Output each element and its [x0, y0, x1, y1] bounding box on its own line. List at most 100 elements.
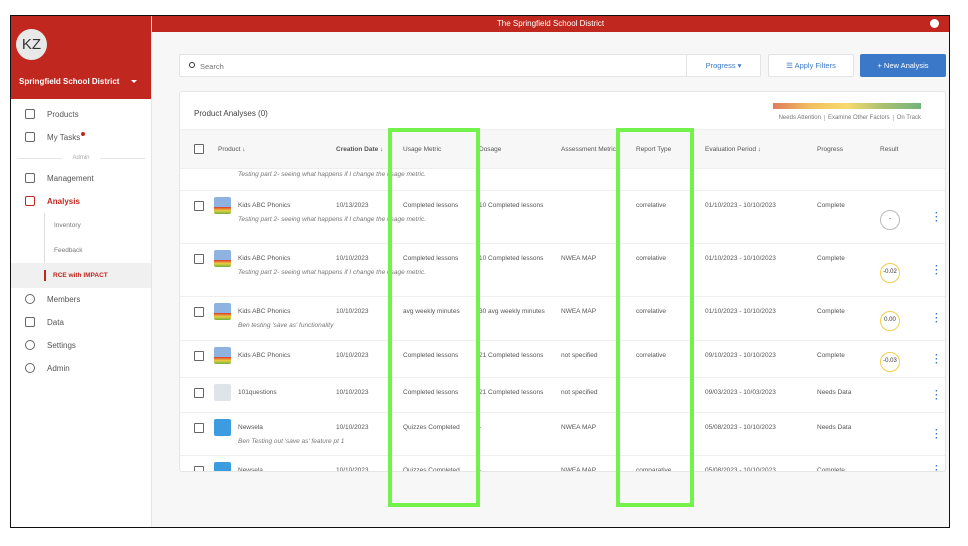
- legend-gradient: [773, 103, 921, 109]
- sidebar-subitem-rce-impact[interactable]: RCE with IMPACT: [11, 263, 151, 288]
- creation-date: 10/13/2023: [336, 202, 369, 209]
- product-thumbnail: [214, 303, 231, 320]
- apply-filters-button[interactable]: ☰ Apply Filters: [768, 54, 854, 77]
- section-divider: Admin: [11, 149, 151, 167]
- product-name[interactable]: Newsela: [238, 467, 263, 472]
- table-row[interactable]: Kids ABC Phonics 10/10/2023 Completed le…: [180, 244, 945, 297]
- button-label: Apply Filters: [794, 61, 836, 70]
- highlight-usage-metric: [388, 128, 480, 507]
- nav-label: Settings: [47, 341, 76, 350]
- more-options-icon[interactable]: ···: [935, 349, 939, 369]
- col-dosage: Dosage: [479, 146, 502, 153]
- progress-status: Complete: [817, 202, 845, 209]
- sidebar-item-settings[interactable]: Settings: [11, 334, 151, 357]
- usage-metric: Quizzes Completed: [403, 424, 460, 431]
- creation-date: 10/10/2023: [336, 352, 369, 359]
- usage-metric: Quizzes Completed: [403, 467, 460, 472]
- row-checkbox[interactable]: [194, 254, 204, 264]
- row-checkbox[interactable]: [194, 466, 204, 471]
- usage-metric: Completed lessons: [403, 352, 459, 359]
- more-options-icon[interactable]: ···: [935, 309, 939, 328]
- product-name[interactable]: 101questions: [238, 389, 277, 396]
- table-row[interactable]: Newsela 10/10/2023 Quizzes Completed - N…: [180, 413, 945, 456]
- evaluation-period: 05/08/2023 - 10/10/2023: [705, 467, 776, 472]
- more-options-icon[interactable]: ···: [935, 260, 939, 280]
- col-creation-date[interactable]: Creation Date ↓: [336, 146, 384, 153]
- sidebar-item-admin[interactable]: Admin: [11, 357, 151, 380]
- sidebar-item-products[interactable]: Products: [11, 103, 151, 126]
- district-selector[interactable]: Springfield School District: [19, 77, 120, 86]
- evaluation-period: 01/10/2023 - 10/10/2023: [705, 202, 776, 209]
- sidebar-item-members[interactable]: Members: [11, 288, 151, 311]
- col-product[interactable]: Product ↓: [218, 146, 246, 153]
- col-report-type: Report Type: [636, 146, 672, 153]
- select-all-checkbox[interactable]: [194, 144, 204, 154]
- nav-label: Members: [47, 295, 81, 304]
- assessment-metric: not specified: [561, 352, 598, 359]
- bar-chart-icon: [25, 196, 35, 206]
- nav-label: Management: [47, 174, 94, 183]
- progress-status: Complete: [817, 255, 845, 262]
- product-thumbnail: [214, 384, 231, 401]
- product-name[interactable]: Kids ABC Phonics: [238, 202, 291, 209]
- product-name[interactable]: Kids ABC Phonics: [238, 308, 291, 315]
- progress-status: Needs Data: [817, 424, 852, 431]
- result-badge: -0.03: [880, 351, 900, 372]
- evaluation-period: 09/10/2023 - 10/10/2023: [705, 352, 776, 359]
- product-name[interactable]: Newsela: [238, 424, 263, 431]
- table-row[interactable]: Kids ABC Phonics 10/10/2023 avg weekly m…: [180, 297, 945, 341]
- creation-date: 10/10/2023: [336, 308, 369, 315]
- row-checkbox[interactable]: [194, 388, 204, 398]
- row-checkbox[interactable]: [194, 201, 204, 211]
- analysis-note: Ben Testing out 'save as' feature pt 1: [238, 438, 345, 445]
- usage-metric: Completed lessons: [403, 389, 459, 396]
- creation-date: 10/10/2023: [336, 424, 369, 431]
- avatar[interactable]: KZ: [16, 29, 47, 60]
- table-row[interactable]: 101questions 10/10/2023 Completed lesson…: [180, 378, 945, 413]
- sidebar-item-my-tasks[interactable]: My Tasks: [11, 126, 151, 149]
- sidebar-item-data[interactable]: Data: [11, 311, 151, 334]
- gear-icon: [25, 363, 35, 373]
- more-options-icon[interactable]: ···: [935, 385, 939, 405]
- nav-label: Products: [47, 110, 79, 119]
- row-checkbox[interactable]: [194, 351, 204, 361]
- clipboard-icon: [25, 132, 35, 142]
- more-options-icon[interactable]: ···: [935, 461, 939, 472]
- product-thumbnail: [214, 250, 231, 267]
- user-icon[interactable]: [930, 19, 939, 28]
- table-row[interactable]: Kids ABC Phonics 10/13/2023 Completed le…: [180, 191, 945, 244]
- search-input[interactable]: [200, 59, 670, 73]
- col-evaluation-period[interactable]: Evaluation Period ↓: [705, 146, 762, 153]
- creation-date: 10/10/2023: [336, 255, 369, 262]
- table-row: Testing part 2- seeing what happens if I…: [180, 169, 945, 191]
- sidebar-item-management[interactable]: Management: [11, 167, 151, 190]
- sidebar-item-analysis[interactable]: Analysis: [11, 190, 151, 213]
- row-checkbox[interactable]: [194, 307, 204, 317]
- product-name[interactable]: Kids ABC Phonics: [238, 352, 291, 359]
- new-analysis-button[interactable]: + New Analysis: [860, 54, 946, 77]
- more-options-icon[interactable]: ···: [935, 424, 939, 444]
- sidebar-subitem-inventory[interactable]: Inventory: [44, 213, 151, 238]
- report-type: correlative: [636, 308, 666, 315]
- table-header: Product ↓ Creation Date ↓ Usage Metric D…: [180, 129, 945, 169]
- dosage: -: [479, 424, 482, 431]
- dosage: 30 avg weekly minutes: [479, 308, 545, 315]
- col-usage-metric: Usage Metric: [403, 146, 442, 153]
- legend-needs-attention: Needs Attention: [778, 115, 821, 121]
- highlight-report-type: [616, 128, 694, 507]
- product-thumbnail: [214, 462, 231, 471]
- caret-down-icon[interactable]: [131, 80, 137, 86]
- product-analyses-card: Product Analyses (0) Needs Attention Exam…: [179, 91, 946, 472]
- sidebar: KZ Springfield School District Products …: [11, 16, 152, 527]
- table-row[interactable]: Newsela 10/10/2023 Quizzes Completed - N…: [180, 456, 945, 472]
- evaluation-period: 01/10/2023 - 10/10/2023: [705, 255, 776, 262]
- more-options-icon[interactable]: ···: [935, 207, 939, 227]
- product-name[interactable]: Kids ABC Phonics: [238, 255, 291, 262]
- result-badge: -: [880, 209, 900, 230]
- row-checkbox[interactable]: [194, 423, 204, 433]
- sidebar-subitem-feedback[interactable]: Feedback: [44, 238, 151, 263]
- col-result: Result: [880, 146, 899, 153]
- progress-dropdown[interactable]: Progress ▾: [686, 55, 760, 76]
- table-row[interactable]: Kids ABC Phonics 10/10/2023 Completed le…: [180, 341, 945, 378]
- report-type: correlative: [636, 202, 666, 209]
